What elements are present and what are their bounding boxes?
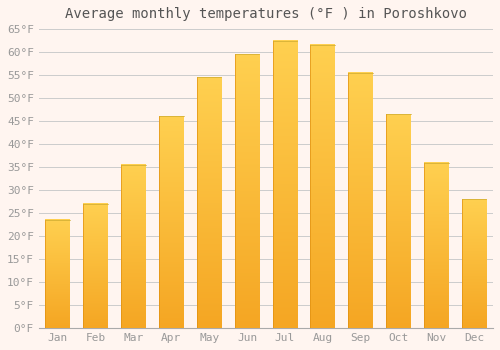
Title: Average monthly temperatures (°F ) in Poroshkovo: Average monthly temperatures (°F ) in Po… [65, 7, 467, 21]
